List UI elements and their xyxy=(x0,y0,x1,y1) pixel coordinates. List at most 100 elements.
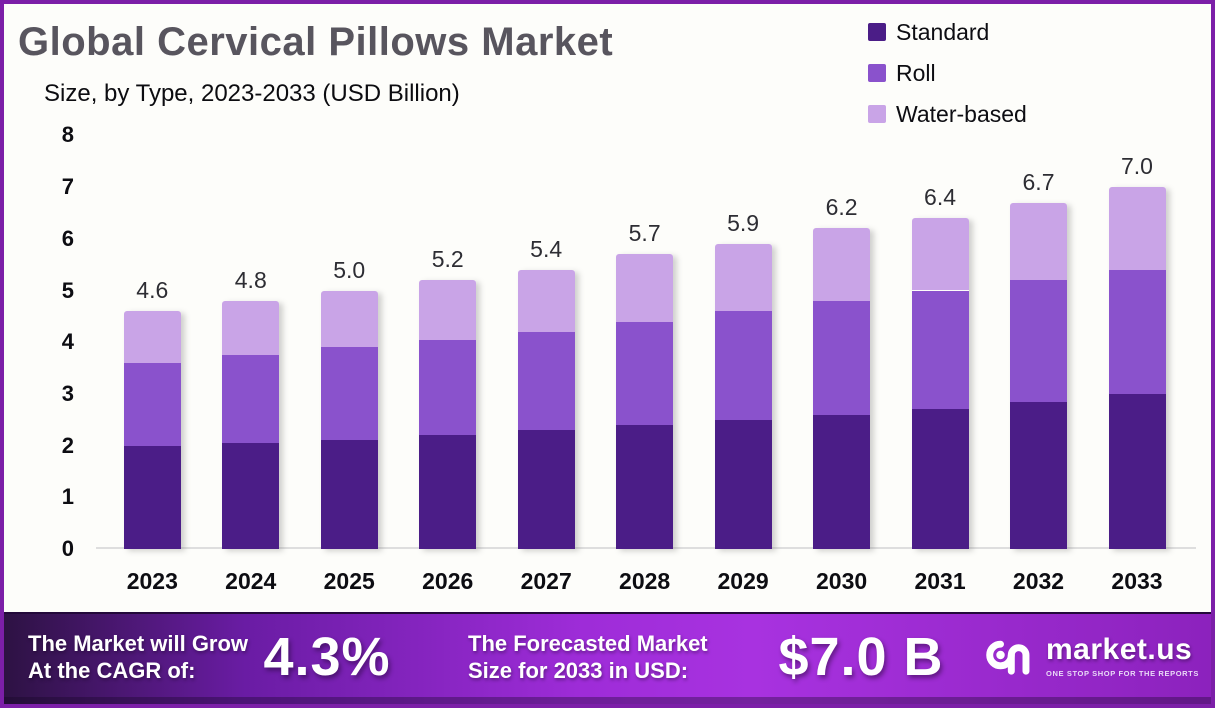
bar-segment-water-based-2030 xyxy=(813,228,871,301)
bar-segment-roll-2032 xyxy=(1010,280,1068,402)
bar-segment-water-based-2027 xyxy=(517,269,575,332)
legend-item-water-based: Water-based xyxy=(868,100,1027,128)
bar-segment-roll-2026 xyxy=(419,339,477,436)
bar-2027 xyxy=(517,269,575,549)
forecast-label-line1: The Forecasted Market xyxy=(468,631,708,656)
legend-label: Standard xyxy=(896,18,990,45)
y-tick-label-7: 7 xyxy=(61,174,74,200)
x-tick-label-2025: 2025 xyxy=(323,568,375,594)
bar-segment-standard-2032 xyxy=(1010,401,1068,549)
forecast-label-line2: Size for 2033 in USD: xyxy=(468,658,689,683)
y-tick-label-0: 0 xyxy=(61,536,74,561)
x-tick-label-2031: 2031 xyxy=(914,568,966,594)
x-tick-label-2029: 2029 xyxy=(717,568,769,594)
bar-segment-standard-2023 xyxy=(123,445,181,549)
y-tick-label-8: 8 xyxy=(61,122,74,148)
cagr-label-line2: At the CAGR of: xyxy=(28,658,196,683)
bar-total-label-2023: 4.6 xyxy=(136,277,169,304)
bar-segment-water-based-2023 xyxy=(123,311,181,363)
bar-total-label-2030: 6.2 xyxy=(825,194,858,221)
cagr-label-line1: The Market will Grow xyxy=(28,631,249,656)
bar-segment-standard-2031 xyxy=(911,409,969,549)
y-tick-label-2: 2 xyxy=(61,432,74,458)
bar-2026 xyxy=(419,280,477,549)
legend-label: Water-based xyxy=(896,100,1027,127)
x-tick-label-2024: 2024 xyxy=(225,568,277,594)
bar-segment-water-based-2029 xyxy=(714,243,772,312)
bar-segment-roll-2027 xyxy=(517,331,575,431)
x-tick-label-2027: 2027 xyxy=(520,568,572,594)
legend-swatch-icon xyxy=(868,64,886,82)
bar-2028 xyxy=(616,254,674,549)
bar-segment-standard-2024 xyxy=(222,443,280,549)
legend-swatch-icon xyxy=(868,105,886,123)
bar-segment-standard-2033 xyxy=(1108,393,1166,549)
bar-segment-standard-2026 xyxy=(419,435,477,549)
bar-segment-roll-2031 xyxy=(911,290,969,410)
bar-total-label-2025: 5.0 xyxy=(333,256,366,283)
bar-total-label-2031: 6.4 xyxy=(924,184,957,211)
bar-segment-roll-2023 xyxy=(123,362,181,446)
bar-segment-roll-2030 xyxy=(813,300,871,415)
bar-segment-roll-2025 xyxy=(320,347,378,441)
bar-2029 xyxy=(714,243,772,549)
y-tick-label-3: 3 xyxy=(61,380,74,406)
bar-segment-water-based-2028 xyxy=(616,254,674,322)
bar-total-label-2032: 6.7 xyxy=(1022,168,1055,195)
forecast-value: $7.0 B xyxy=(778,627,944,687)
bar-total-label-2024: 4.8 xyxy=(234,266,267,293)
x-tick-label-2026: 2026 xyxy=(422,568,474,594)
page-subtitle: Size, by Type, 2023-2033 (USD Billion) xyxy=(44,80,460,107)
bar-segment-standard-2029 xyxy=(714,419,772,549)
marketus-logo-icon xyxy=(986,640,1030,675)
plot-area: 0 1 2 3 4 5 6 7 8 4.6 2023 4.8 2024 5.0 2025 5.2 2026 5.4… xyxy=(4,4,1211,704)
bar-segment-water-based-2026 xyxy=(419,280,477,340)
x-tick-label-2033: 2033 xyxy=(1111,568,1163,594)
bar-segment-water-based-2025 xyxy=(320,290,378,348)
bar-2032 xyxy=(1010,202,1068,549)
marketus-logo: market.us ONE STOP SHOP FOR THE REPORTS xyxy=(982,628,1199,682)
bar-segment-roll-2028 xyxy=(616,321,674,425)
bar-segment-standard-2028 xyxy=(616,424,674,549)
bar-segment-roll-2024 xyxy=(222,355,280,443)
bar-2031 xyxy=(911,218,969,549)
bar-segment-water-based-2032 xyxy=(1010,202,1068,281)
legend-item-standard: Standard xyxy=(868,18,1027,46)
chart-legend: Standard Roll Water-based xyxy=(868,18,1027,128)
y-tick-label-4: 4 xyxy=(61,329,74,355)
bar-segment-standard-2030 xyxy=(813,414,871,549)
bar-segment-water-based-2031 xyxy=(911,218,969,291)
forecast-label: The Forecasted Market Size for 2033 in U… xyxy=(468,630,708,684)
bar-2024 xyxy=(222,300,280,549)
legend-swatch-icon xyxy=(868,23,886,41)
bar-segment-standard-2027 xyxy=(517,430,575,549)
y-tick-label-5: 5 xyxy=(61,277,74,303)
bar-segment-water-based-2024 xyxy=(222,300,280,356)
legend-label: Roll xyxy=(896,59,936,86)
x-tick-label-2028: 2028 xyxy=(619,568,671,594)
bar-2023 xyxy=(123,311,181,549)
cagr-value: 4.3% xyxy=(263,627,391,687)
bar-2025 xyxy=(320,290,378,549)
bar-total-label-2027: 5.4 xyxy=(530,235,563,262)
bar-segment-water-based-2033 xyxy=(1108,187,1166,270)
x-tick-label-2032: 2032 xyxy=(1012,568,1065,594)
bar-total-label-2029: 5.9 xyxy=(727,209,760,236)
bar-2030 xyxy=(813,228,871,549)
bar-segment-roll-2029 xyxy=(714,311,772,420)
bar-total-label-2026: 5.2 xyxy=(431,246,464,273)
bar-2033 xyxy=(1108,187,1166,549)
bar-total-label-2033: 7.0 xyxy=(1121,153,1153,180)
marketus-logo-name: market.us xyxy=(1046,632,1193,666)
y-tick-label-6: 6 xyxy=(61,225,74,251)
x-tick-label-2030: 2030 xyxy=(815,568,868,594)
marketus-logo-text: market.us ONE STOP SHOP FOR THE REPORTS xyxy=(1046,633,1199,678)
page-title: Global Cervical Pillows Market xyxy=(18,20,614,64)
y-tick-label-1: 1 xyxy=(61,484,74,510)
bottom-banner: The Market will Grow At the CAGR of: 4.3… xyxy=(4,612,1211,704)
legend-item-roll: Roll xyxy=(868,59,1027,87)
cagr-label: The Market will Grow At the CAGR of: xyxy=(28,630,248,684)
bar-segment-roll-2033 xyxy=(1108,269,1166,394)
x-tick-label-2023: 2023 xyxy=(126,568,178,594)
